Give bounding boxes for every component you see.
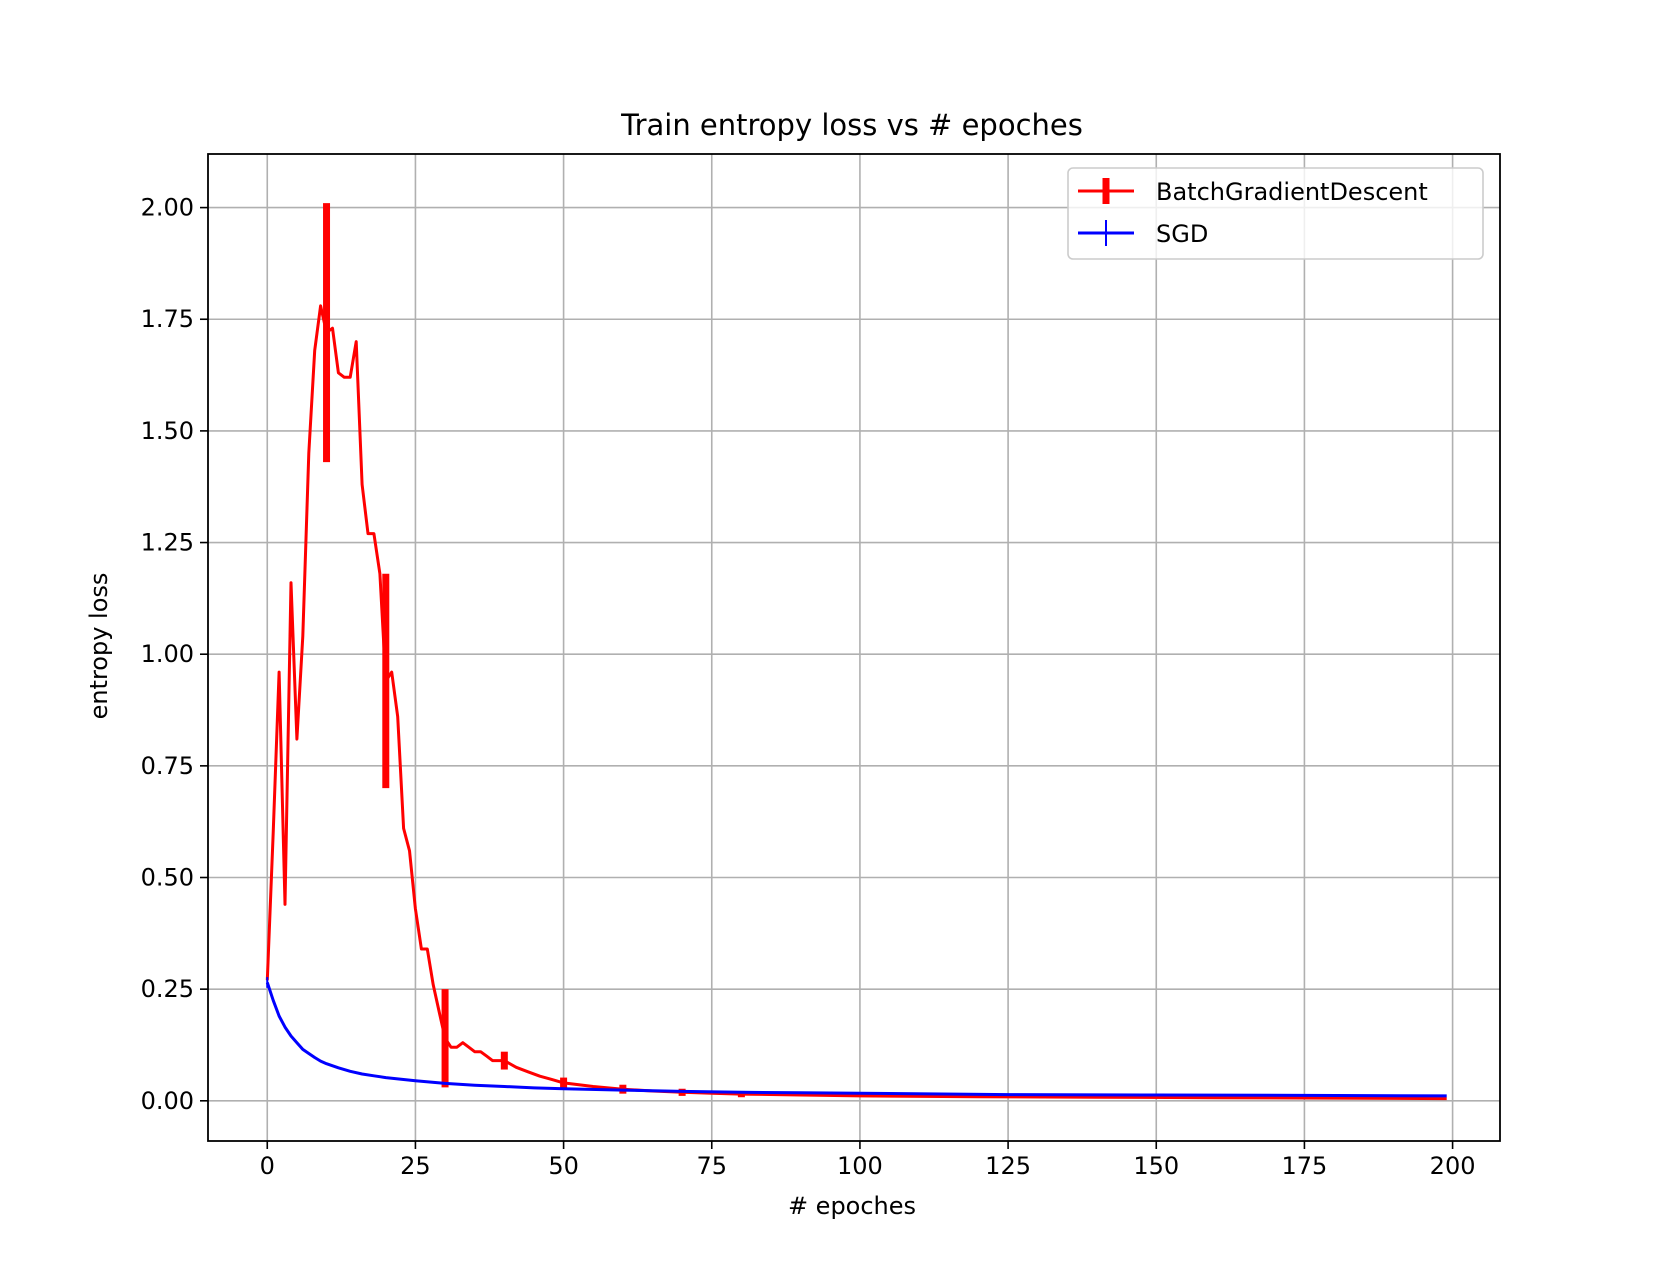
x-tick-label: 0 — [260, 1152, 275, 1180]
ticks: 0 25 50 75 100 125 150 175 200 0.00 0.25 0.50 0.75 1.… — [141, 194, 1476, 1180]
y-axis-title: entropy loss — [85, 573, 113, 720]
chart-title: Train entropy loss vs # epoches — [620, 108, 1083, 142]
x-tick-label: 150 — [1133, 1152, 1179, 1180]
y-tick-label: 0.25 — [141, 975, 194, 1003]
y-tick-label: 1.50 — [141, 417, 194, 445]
plot-series — [265, 203, 1447, 1101]
y-tick-label: 0.50 — [141, 864, 194, 892]
x-tick-label: 100 — [837, 1152, 883, 1180]
legend: BatchGradientDescent SGD — [1067, 167, 1484, 260]
legend-label-sgd: SGD — [1156, 220, 1208, 248]
x-tick-label: 175 — [1282, 1152, 1328, 1180]
x-tick-label: 50 — [548, 1152, 579, 1180]
y-tick-label: 0.75 — [141, 752, 194, 780]
x-tick-label: 25 — [400, 1152, 431, 1180]
y-tick-label: 1.75 — [141, 305, 194, 333]
y-tick-label: 0.00 — [141, 1087, 194, 1115]
legend-label-batch: BatchGradientDescent — [1156, 178, 1428, 206]
y-tick-label: 2.00 — [141, 194, 194, 222]
grid — [208, 154, 1500, 1141]
y-tick-label: 1.25 — [141, 529, 194, 557]
x-tick-label: 200 — [1430, 1152, 1476, 1180]
y-tick-label: 1.00 — [141, 640, 194, 668]
x-axis-title: # epoches — [788, 1192, 916, 1220]
x-tick-label: 75 — [696, 1152, 727, 1180]
axes-frame — [207, 153, 1501, 1142]
sgd-line — [265, 982, 1447, 1098]
legend-box — [1067, 167, 1484, 260]
x-tick-label: 125 — [985, 1152, 1031, 1180]
